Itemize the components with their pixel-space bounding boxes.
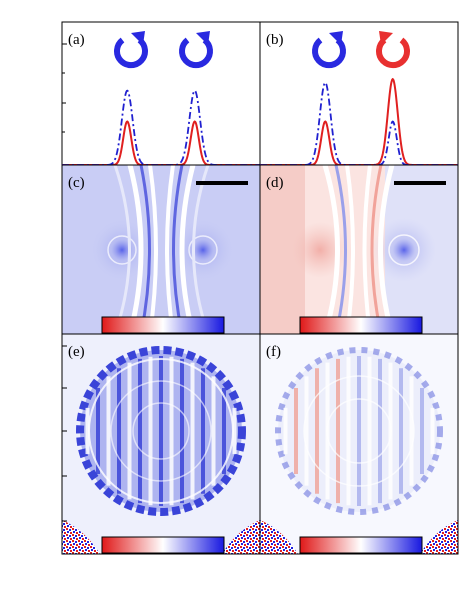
panel-d: (d) bbox=[259, 164, 459, 335]
panel-b: (b) bbox=[259, 21, 459, 166]
panel-e-colorbar bbox=[101, 536, 225, 554]
panel-f-label: (f) bbox=[266, 344, 281, 360]
panel-c-label: (c) bbox=[68, 175, 85, 191]
panel-a: (a) bbox=[61, 21, 261, 166]
panel-d-label: (d) bbox=[266, 175, 284, 191]
panel-a-frame bbox=[61, 21, 261, 166]
panel-e-stripes bbox=[85, 356, 237, 506]
panel-f: (f) bbox=[259, 333, 459, 555]
panel-b-frame bbox=[259, 21, 459, 166]
rotate-counterclockwise-icon bbox=[376, 31, 410, 69]
panel-f-stripes bbox=[283, 356, 435, 506]
panel-a-label: (a) bbox=[68, 32, 85, 48]
rotate-clockwise-icon bbox=[312, 31, 346, 69]
panel-f-colorbar bbox=[299, 536, 423, 554]
panel-e: (e) bbox=[61, 333, 261, 555]
panel-b-label: (b) bbox=[266, 32, 284, 48]
panel-d-colorbar bbox=[299, 316, 423, 334]
panel-c: (c) bbox=[61, 164, 261, 335]
panel-e-label: (e) bbox=[68, 344, 85, 360]
rotate-clockwise-icon bbox=[114, 31, 148, 69]
rotate-clockwise-icon bbox=[179, 31, 213, 69]
panel-c-colorbar bbox=[101, 316, 225, 334]
